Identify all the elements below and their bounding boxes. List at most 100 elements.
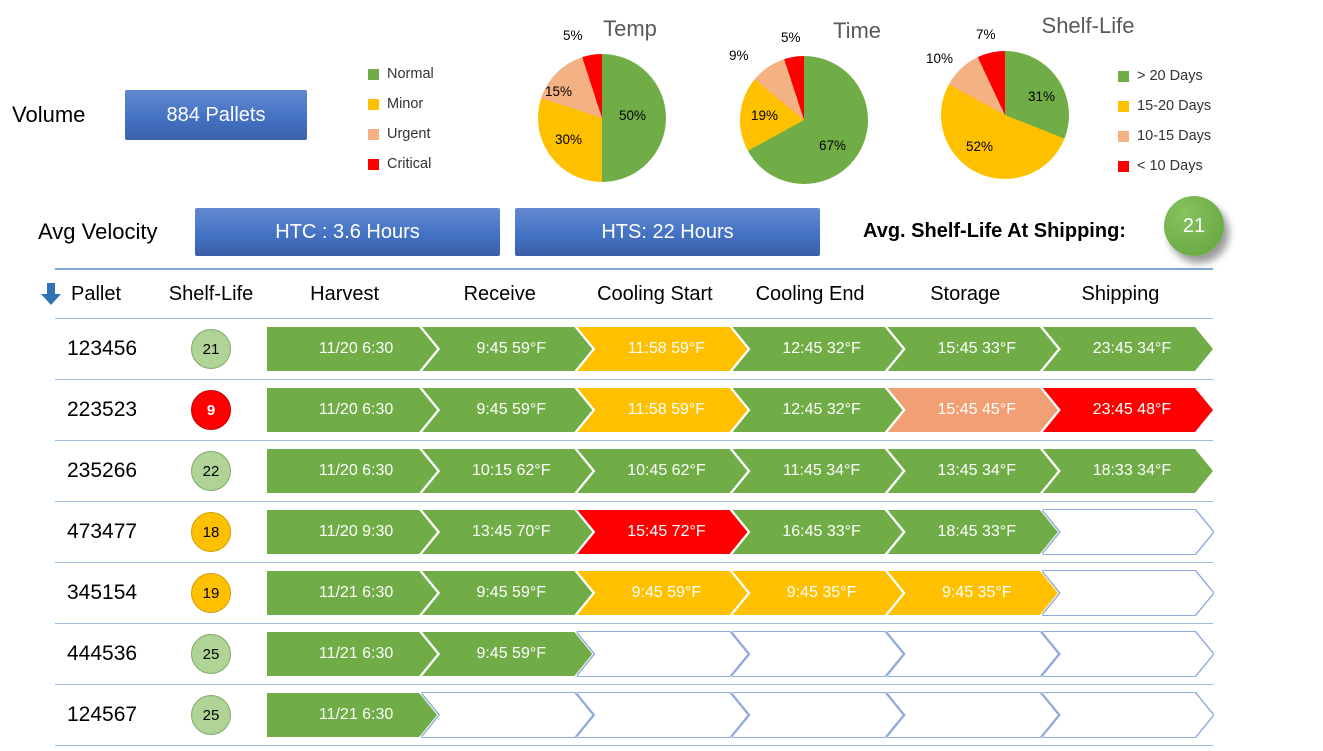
legend-label: > 20 Days [1137, 68, 1203, 84]
htc-button[interactable]: HTC : 3.6 Hours [195, 208, 500, 256]
stage-cooling-start: 11:58 59°F [577, 327, 732, 371]
stage-value: 9:45 59°F [476, 645, 547, 662]
stage-arrow: 9:45 59°F [422, 327, 592, 371]
stage-harvest: 11/21 6:30 [267, 632, 422, 676]
stage-value: 13:45 70°F [472, 523, 551, 540]
temp-pie-chart: Temp 50% 30% 15% 5% [505, 8, 695, 206]
legend-item-minor: Minor [368, 96, 434, 112]
data-label: 31% [1028, 89, 1056, 104]
stage-receive: 9:45 59°F [422, 327, 577, 371]
table-row: 444536 25 11/21 6:30 9:45 59°F [55, 624, 1213, 685]
stage-cooling-end: 11:45 34°F [733, 449, 888, 493]
stage-arrow: 15:45 72°F [577, 510, 747, 554]
legend-label: Minor [387, 96, 424, 112]
column-label: Pallet [71, 282, 122, 305]
legend-item-critical: Critical [368, 156, 434, 172]
stage-harvest: 11/21 6:30 [267, 571, 422, 615]
column-header-pallet: Pallet [41, 283, 155, 306]
stage-cooling-end: 12:45 32°F [733, 388, 888, 432]
stage-cooling-start [577, 632, 732, 676]
stage-cooling-start: 15:45 72°F [577, 510, 732, 554]
stage-arrow: 11/20 6:30 [267, 388, 437, 432]
stage-receive: 10:15 62°F [422, 449, 577, 493]
shelf-life-pie[interactable] [941, 51, 1069, 179]
legend-item-10-15: 10-15 Days [1118, 128, 1211, 144]
stage-value: 9:45 59°F [631, 584, 702, 601]
hts-button[interactable]: HTS: 22 Hours [515, 208, 820, 256]
stage-storage: 15:45 45°F [888, 388, 1043, 432]
data-label: 30% [555, 132, 583, 147]
stage-receive: 9:45 59°F [422, 388, 577, 432]
pallet-id: 345154 [67, 581, 138, 604]
stage-arrow: 16:45 33°F [733, 510, 903, 554]
stage-arrow: 9:45 59°F [422, 632, 592, 676]
volume-pallets-button[interactable]: 884 Pallets [125, 90, 307, 140]
stage-arrow: 10:45 62°F [577, 449, 747, 493]
stage-arrow: 18:33 34°F [1043, 449, 1213, 493]
stage-value: 11/20 6:30 [318, 401, 394, 418]
stage-arrow: 12:45 32°F [733, 388, 903, 432]
shelf-life-badge: 25 [191, 695, 231, 735]
temp-pie[interactable] [538, 54, 666, 182]
stage-harvest: 11/20 9:30 [267, 510, 422, 554]
stage-harvest: 11/20 6:30 [267, 449, 422, 493]
legend-label: 15-20 Days [1137, 98, 1212, 114]
stage-value: 11/21 6:30 [318, 584, 394, 601]
stage-value: 13:45 34°F [937, 462, 1016, 479]
chart-title: Shelf-Life [1041, 13, 1135, 38]
stage-arrow: 11/20 9:30 [267, 510, 437, 554]
stage-harvest: 11/20 6:30 [267, 327, 422, 371]
stage-value: 12:45 32°F [782, 340, 861, 357]
stage-value: 10:15 62°F [472, 462, 551, 479]
avg-shelf-life-shipping-label: Avg. Shelf-Life At Shipping: [863, 220, 1126, 242]
stage-receive: 13:45 70°F [422, 510, 577, 554]
stage-harvest: 11/21 6:30 [267, 693, 422, 737]
stage-arrow: 11:45 34°F [733, 449, 903, 493]
pallet-id: 223523 [67, 398, 138, 421]
shelf-life-cell: 9 [155, 390, 267, 430]
stage-arrow [888, 632, 1058, 676]
stage-arrow: 13:45 70°F [422, 510, 592, 554]
stage-shipping [1043, 571, 1198, 615]
legend-swatch-icon [368, 68, 379, 80]
legend-label: Critical [387, 156, 432, 172]
legend-label: 10-15 Days [1137, 128, 1212, 144]
shelf-life-badge: 9 [191, 390, 231, 430]
column-header-shipping: Shipping [1081, 282, 1160, 305]
stage-arrow: 9:45 35°F [888, 571, 1058, 615]
sort-down-icon[interactable] [41, 283, 61, 305]
stage-cooling-start: 10:45 62°F [577, 449, 732, 493]
legend-item-normal: Normal [368, 66, 434, 82]
stage-arrow [888, 693, 1058, 737]
data-label: 50% [619, 108, 647, 123]
data-label: 7% [976, 27, 996, 42]
legend-item-15-20: 15-20 Days [1118, 98, 1211, 114]
stage-shipping [1043, 693, 1198, 737]
column-header-receive: Receive [463, 282, 536, 305]
column-header-shelf-life: Shelf-Life [168, 282, 254, 305]
shelf-life-badge: 19 [191, 573, 231, 613]
stage-arrow [1043, 632, 1213, 676]
data-label: 5% [563, 28, 583, 43]
pallet-id: 124567 [67, 703, 138, 726]
time-pie[interactable] [740, 56, 868, 184]
stage-arrow: 13:45 34°F [888, 449, 1058, 493]
stage-value: 15:45 33°F [937, 340, 1016, 357]
stage-value: 11:58 59°F [627, 340, 706, 357]
legend-item-urgent: Urgent [368, 126, 434, 142]
legend-swatch-icon [1118, 100, 1129, 112]
table-row: 123456 21 11/20 6:30 9:45 59°F 11:58 59°… [55, 319, 1213, 380]
legend-label: < 10 Days [1137, 158, 1203, 174]
legend-swatch-icon [1118, 70, 1129, 82]
stage-value: 23:45 48°F [1092, 401, 1172, 418]
stage-arrow: 9:45 59°F [422, 388, 592, 432]
stage-storage [888, 693, 1043, 737]
data-label: 52% [966, 139, 994, 154]
column-header-cooling-end: Cooling End [755, 282, 865, 305]
shelf-life-pie-chart: Shelf-Life 31% 52% 10% 7% [908, 5, 1134, 203]
legend-swatch-icon [368, 98, 379, 110]
stage-arrow [577, 693, 747, 737]
stage-arrow: 15:45 45°F [888, 388, 1058, 432]
stage-cooling-start: 9:45 59°F [577, 571, 732, 615]
stage-value: 11/21 6:30 [318, 706, 394, 723]
